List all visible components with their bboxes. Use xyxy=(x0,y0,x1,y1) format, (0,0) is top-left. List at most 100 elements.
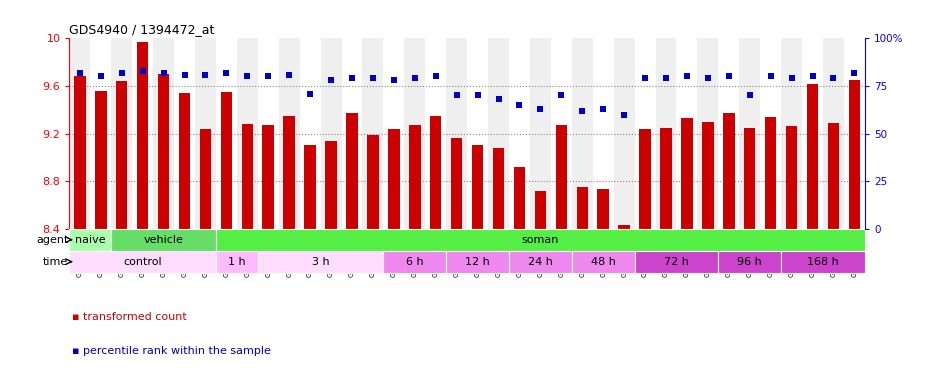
Bar xyxy=(300,38,321,229)
Bar xyxy=(446,38,467,229)
Bar xyxy=(823,38,844,229)
Text: 24 h: 24 h xyxy=(528,257,553,266)
Point xyxy=(365,75,380,81)
Bar xyxy=(74,76,86,229)
Text: 96 h: 96 h xyxy=(737,257,762,266)
Bar xyxy=(95,91,106,229)
Point xyxy=(261,73,276,79)
Bar xyxy=(551,38,572,229)
Bar xyxy=(660,127,672,229)
Bar xyxy=(828,123,839,229)
Point xyxy=(491,96,506,103)
Point xyxy=(387,77,401,83)
Bar xyxy=(593,38,613,229)
Bar xyxy=(321,38,341,229)
Bar xyxy=(278,38,300,229)
Bar xyxy=(446,251,509,273)
Bar xyxy=(697,38,719,229)
Point xyxy=(198,71,213,78)
Bar xyxy=(383,38,404,229)
Bar xyxy=(404,38,426,229)
Bar xyxy=(363,38,383,229)
Bar xyxy=(513,167,525,229)
Bar xyxy=(639,129,651,229)
Point xyxy=(554,93,569,99)
Text: 1 h: 1 h xyxy=(228,257,246,266)
Point xyxy=(512,102,527,108)
Bar xyxy=(154,38,174,229)
Text: soman: soman xyxy=(522,235,559,245)
Bar xyxy=(765,117,776,229)
Bar xyxy=(426,38,446,229)
Bar xyxy=(216,229,865,251)
Bar xyxy=(91,38,111,229)
Bar xyxy=(613,38,635,229)
Bar xyxy=(69,251,216,273)
Bar xyxy=(488,38,509,229)
Bar xyxy=(635,251,719,273)
Bar xyxy=(509,251,572,273)
Bar xyxy=(598,189,609,229)
Bar xyxy=(241,124,253,229)
Bar xyxy=(656,38,676,229)
Point xyxy=(659,75,673,81)
Bar xyxy=(472,146,484,229)
Point xyxy=(574,108,589,114)
Bar xyxy=(237,38,258,229)
Bar xyxy=(383,251,446,273)
Bar xyxy=(556,125,567,229)
Point xyxy=(743,93,758,99)
Bar xyxy=(723,113,734,229)
Point xyxy=(324,77,339,83)
Bar xyxy=(111,38,132,229)
Bar xyxy=(760,38,781,229)
Bar xyxy=(467,38,488,229)
Bar xyxy=(304,146,315,229)
Bar xyxy=(111,229,216,251)
Bar xyxy=(681,118,693,229)
Point xyxy=(805,73,820,79)
Point xyxy=(450,93,464,99)
Bar xyxy=(848,80,860,229)
Text: 12 h: 12 h xyxy=(465,257,490,266)
Point xyxy=(847,70,862,76)
Bar xyxy=(786,126,797,229)
Point xyxy=(470,93,485,99)
Point xyxy=(282,71,297,78)
Point xyxy=(219,70,234,76)
Text: control: control xyxy=(123,257,162,266)
Point xyxy=(177,71,191,78)
Text: 6 h: 6 h xyxy=(406,257,424,266)
Point xyxy=(115,70,130,76)
Bar xyxy=(216,38,237,229)
Point xyxy=(826,75,841,81)
Bar xyxy=(158,74,169,229)
Point xyxy=(345,75,360,81)
Bar xyxy=(802,38,823,229)
Bar xyxy=(258,38,278,229)
Bar xyxy=(719,38,739,229)
Bar xyxy=(739,38,760,229)
Bar xyxy=(283,116,295,229)
Point xyxy=(302,91,317,97)
Text: 3 h: 3 h xyxy=(312,257,329,266)
Point xyxy=(680,73,695,79)
Bar xyxy=(807,84,819,229)
Point xyxy=(596,106,611,112)
Bar xyxy=(341,38,363,229)
Bar xyxy=(493,148,504,229)
Bar xyxy=(844,38,865,229)
Bar xyxy=(216,251,258,273)
Bar xyxy=(137,42,148,229)
Point xyxy=(637,75,652,81)
Bar xyxy=(450,138,462,229)
Point xyxy=(135,68,150,74)
Bar xyxy=(132,38,154,229)
Point xyxy=(407,75,422,81)
Bar xyxy=(744,127,756,229)
Bar xyxy=(676,38,697,229)
Bar xyxy=(719,251,781,273)
Bar xyxy=(221,92,232,229)
Point xyxy=(93,73,108,79)
Point xyxy=(617,111,632,118)
